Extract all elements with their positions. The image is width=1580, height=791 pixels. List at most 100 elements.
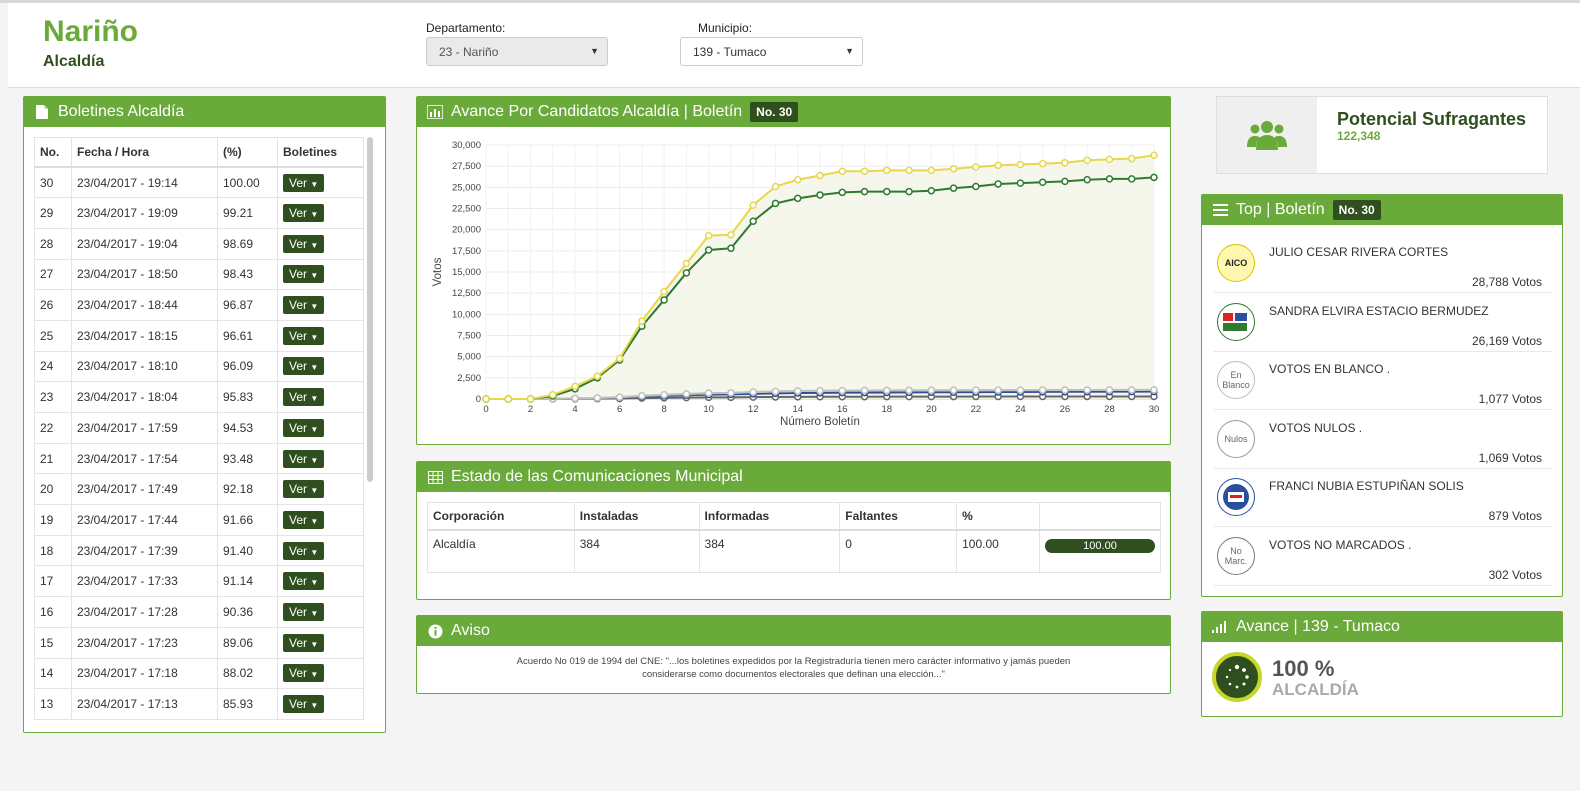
ver-button[interactable]: Ver ▼ bbox=[283, 388, 325, 407]
data-point bbox=[593, 372, 602, 380]
col-boletines: Boletines bbox=[277, 137, 364, 168]
data-point bbox=[1038, 178, 1047, 187]
x-tick-label: 28 bbox=[1104, 404, 1115, 415]
y-axis-title: Votos bbox=[432, 257, 444, 286]
ver-button[interactable]: Ver ▼ bbox=[283, 572, 325, 591]
data-point bbox=[994, 180, 1002, 188]
data-point bbox=[816, 191, 824, 199]
spinner-icon bbox=[1212, 652, 1262, 702]
ver-button[interactable]: Ver ▼ bbox=[283, 541, 325, 560]
ver-label: Ver bbox=[289, 574, 308, 589]
cell-no: 30 bbox=[34, 166, 72, 199]
ver-button[interactable]: Ver ▼ bbox=[283, 695, 325, 714]
data-point bbox=[1105, 386, 1114, 394]
comunicaciones-title: Estado de las Comunicaciones Municipal bbox=[451, 468, 743, 485]
top-badge: No. 30 bbox=[1332, 200, 1381, 220]
top-panel: Top | Boletín No. 30 AICO JULIO CESAR RIV… bbox=[1201, 194, 1563, 597]
data-point bbox=[1016, 160, 1025, 169]
ver-button[interactable]: Ver ▼ bbox=[283, 296, 325, 315]
y-tick-label: 30,000 bbox=[452, 140, 481, 151]
caret-down-icon: ▼ bbox=[310, 210, 319, 220]
scrollbar[interactable] bbox=[367, 137, 373, 482]
data-point bbox=[793, 387, 802, 395]
ver-button[interactable]: Ver ▼ bbox=[283, 449, 325, 468]
aviso-line-1: Acuerdo No 019 de 1994 del CNE: "...los … bbox=[516, 656, 1071, 667]
comunicaciones-panel: Estado de las Comunicaciones Municipal C… bbox=[416, 461, 1171, 600]
cell-pct: 92.18 bbox=[217, 473, 278, 506]
list-icon bbox=[1212, 202, 1228, 218]
data-point bbox=[1083, 156, 1091, 164]
ver-label: Ver bbox=[289, 512, 308, 527]
x-tick-label: 16 bbox=[837, 404, 848, 415]
data-point bbox=[727, 244, 735, 253]
caret-down-icon: ▼ bbox=[310, 302, 319, 312]
y-tick-label: 10,000 bbox=[452, 309, 481, 320]
header: Nariño Alcaldía Departamento: 23 - Nariñ… bbox=[8, 3, 1580, 88]
data-point bbox=[549, 391, 557, 399]
ver-button[interactable]: Ver ▼ bbox=[283, 633, 325, 652]
caret-down-icon: ▼ bbox=[310, 271, 319, 281]
y-tick-label: 15,000 bbox=[452, 267, 481, 278]
cell-pct: 99.21 bbox=[217, 197, 278, 229]
x-tick-label: 22 bbox=[971, 404, 982, 415]
y-tick-label: 22,500 bbox=[452, 204, 481, 215]
data-point bbox=[860, 167, 869, 175]
aviso-title: Aviso bbox=[451, 622, 490, 639]
cell-fecha: 23/04/2017 - 17:44 bbox=[71, 504, 218, 536]
x-tick-label: 14 bbox=[792, 404, 803, 415]
cell-fecha: 23/04/2017 - 17:33 bbox=[71, 565, 218, 598]
ver-button[interactable]: Ver ▼ bbox=[283, 510, 325, 529]
caret-down-icon: ▼ bbox=[310, 701, 319, 711]
page-title: Nariño bbox=[43, 15, 139, 48]
ver-button[interactable]: Ver ▼ bbox=[283, 326, 325, 345]
ver-button[interactable]: Ver ▼ bbox=[283, 265, 325, 284]
x-tick-label: 8 bbox=[661, 404, 666, 415]
cell-fecha: 23/04/2017 - 17:54 bbox=[71, 442, 218, 475]
data-point bbox=[1061, 177, 1069, 186]
ver-label: Ver bbox=[289, 328, 308, 343]
data-point bbox=[793, 175, 802, 184]
ver-button[interactable]: Ver ▼ bbox=[283, 418, 325, 437]
caret-down-icon: ▼ bbox=[310, 578, 319, 588]
cell-action: Ver ▼ bbox=[277, 319, 364, 352]
data-point bbox=[905, 166, 913, 175]
table-header-row: No. Fecha / Hora (%) Boletines bbox=[34, 137, 364, 168]
ver-button[interactable]: Ver ▼ bbox=[283, 480, 325, 499]
table-row: 15 23/04/2017 - 17:23 89.06 Ver ▼ bbox=[34, 626, 364, 659]
y-tick-label: 7,500 bbox=[457, 331, 481, 342]
data-point bbox=[1038, 386, 1047, 394]
caret-down-icon: ▼ bbox=[310, 240, 319, 250]
avance-chart-panel: Avance Por Candidatos Alcaldía | Boletín… bbox=[416, 96, 1171, 445]
ver-button[interactable]: Ver ▼ bbox=[283, 234, 325, 253]
aviso-text: Acuerdo No 019 de 1994 del CNE: "...los … bbox=[417, 646, 1170, 690]
ver-button[interactable]: Ver ▼ bbox=[283, 357, 325, 376]
avance-label: ALCALDÍA bbox=[1272, 680, 1359, 699]
cell-no: 18 bbox=[34, 534, 72, 567]
caret-down-icon: ▼ bbox=[310, 424, 319, 434]
departamento-select[interactable]: 23 - Nariño ▼ bbox=[426, 37, 608, 66]
data-point bbox=[927, 386, 936, 394]
ver-button[interactable]: Ver ▼ bbox=[283, 664, 325, 683]
ver-button[interactable]: Ver ▼ bbox=[283, 602, 325, 621]
data-point bbox=[526, 395, 535, 403]
data-point bbox=[638, 317, 646, 325]
x-tick-label: 6 bbox=[617, 404, 622, 415]
municipio-select[interactable]: 139 - Tumaco ▼ bbox=[680, 37, 863, 66]
ver-button[interactable]: Ver ▼ bbox=[283, 204, 325, 223]
cell-pct: 88.02 bbox=[217, 657, 278, 690]
ver-button[interactable]: Ver ▼ bbox=[283, 173, 325, 192]
cell-action: Ver ▼ bbox=[277, 350, 364, 383]
data-point bbox=[816, 386, 824, 395]
boletines-table: No. Fecha / Hora (%) Boletines 30 23/04/2… bbox=[34, 137, 364, 720]
top-candidate-item: En Blanco VOTOS EN BLANCO . 1,077 Votos bbox=[1214, 352, 1552, 410]
cell-action: Ver ▼ bbox=[277, 289, 364, 321]
aviso-panel: Aviso Acuerdo No 019 de 1994 del CNE: ".… bbox=[416, 615, 1171, 694]
cell-pct: 100.00 bbox=[956, 529, 1040, 573]
table-row: 14 23/04/2017 - 17:18 88.02 Ver ▼ bbox=[34, 657, 364, 690]
x-tick-label: 0 bbox=[483, 404, 488, 415]
cell-pct: 96.87 bbox=[217, 289, 278, 321]
cell-no: 22 bbox=[34, 412, 72, 444]
caret-down-icon: ▼ bbox=[310, 608, 319, 618]
candidate-votes: 1,069 Votos bbox=[1478, 450, 1542, 465]
cell-no: 26 bbox=[34, 289, 72, 321]
